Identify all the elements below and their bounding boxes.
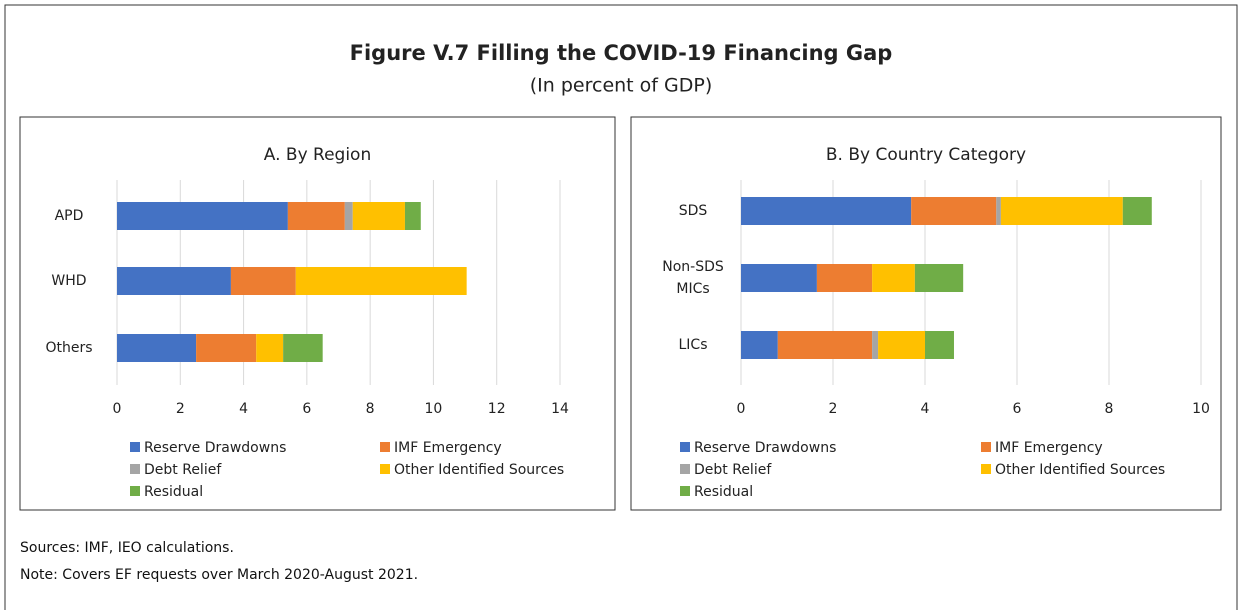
legend-label: IMF Emergency	[394, 440, 502, 456]
y-tick-label: Others	[45, 340, 93, 356]
bar-segment	[911, 197, 997, 225]
x-tick-label: 0	[113, 401, 122, 417]
legend-label: Other Identified Sources	[394, 462, 564, 478]
legend-label: Reserve Drawdowns	[694, 440, 836, 456]
bar-segment	[872, 331, 879, 359]
sources: Sources: IMF, IEO calculations.	[20, 540, 234, 556]
x-tick-label: 2	[176, 401, 185, 417]
bar-segment	[777, 331, 873, 359]
x-tick-label: 4	[239, 401, 248, 417]
figure-border	[4, 4, 1238, 610]
bar-segment	[352, 202, 405, 230]
bar-segment	[925, 331, 954, 359]
legend-swatch	[680, 442, 690, 452]
x-tick-label: 12	[488, 401, 506, 417]
legend-swatch	[380, 442, 390, 452]
legend-label: Other Identified Sources	[995, 462, 1165, 478]
legend-swatch	[130, 486, 140, 496]
legend-label: IMF Emergency	[995, 440, 1103, 456]
figure-subtitle: (In percent of GDP)	[530, 75, 713, 97]
panel-title: B. By Country Category	[826, 145, 1026, 165]
legend-swatch	[130, 442, 140, 452]
x-tick-label: 4	[921, 401, 930, 417]
x-tick-label: 8	[366, 401, 375, 417]
y-tick-label: SDS	[678, 203, 708, 219]
x-tick-label: 2	[829, 401, 838, 417]
bar-segment	[230, 267, 296, 295]
x-tick-label: 6	[302, 401, 311, 417]
y-tick-label: WHD	[51, 273, 87, 289]
legend-swatch	[680, 464, 690, 474]
y-tick-label: Non-SDS MICs	[662, 259, 724, 297]
bar-segment	[741, 264, 817, 292]
legend-label: Debt Relief	[144, 462, 222, 478]
bar-segment	[741, 197, 912, 225]
bar-segment	[996, 197, 1001, 225]
legend-swatch	[130, 464, 140, 474]
legend-label: Reserve Drawdowns	[144, 440, 286, 456]
bar-segment	[1000, 197, 1123, 225]
legend-swatch	[981, 442, 991, 452]
legend-swatch	[680, 486, 690, 496]
x-tick-label: 10	[1192, 401, 1210, 417]
x-tick-label: 6	[1013, 401, 1022, 417]
panel-border	[630, 116, 1222, 511]
bar-segment	[816, 264, 873, 292]
bar-segment	[872, 264, 915, 292]
legend-label: Residual	[144, 484, 203, 500]
figure-title: Figure V.7 Filling the COVID-19 Financin…	[350, 41, 893, 65]
bar-segment	[196, 334, 257, 362]
bar-segment	[117, 334, 197, 362]
bar-segment	[117, 267, 231, 295]
x-tick-label: 8	[1105, 401, 1114, 417]
bar-segment	[914, 264, 964, 292]
note: Note: Covers EF requests over March 2020…	[20, 567, 419, 583]
x-tick-label: 10	[425, 401, 443, 417]
x-tick-label: 14	[551, 401, 569, 417]
y-tick-label: LICs	[678, 337, 708, 353]
panel-title: A. By Region	[264, 145, 371, 165]
legend-swatch	[380, 464, 390, 474]
bar-segment	[283, 334, 323, 362]
bar-segment	[1122, 197, 1152, 225]
bar-segment	[117, 202, 288, 230]
bar-segment	[256, 334, 284, 362]
y-tick-label: APD	[54, 208, 84, 224]
legend-swatch	[981, 464, 991, 474]
bar-segment	[741, 331, 778, 359]
bar-segment	[404, 202, 421, 230]
panel-border	[19, 116, 616, 511]
bar-segment	[878, 331, 925, 359]
bar-segment	[287, 202, 345, 230]
x-tick-label: 0	[737, 401, 746, 417]
legend-label: Debt Relief	[694, 462, 772, 478]
legend-label: Residual	[694, 484, 753, 500]
bar-segment	[295, 267, 467, 295]
bar-segment	[344, 202, 353, 230]
